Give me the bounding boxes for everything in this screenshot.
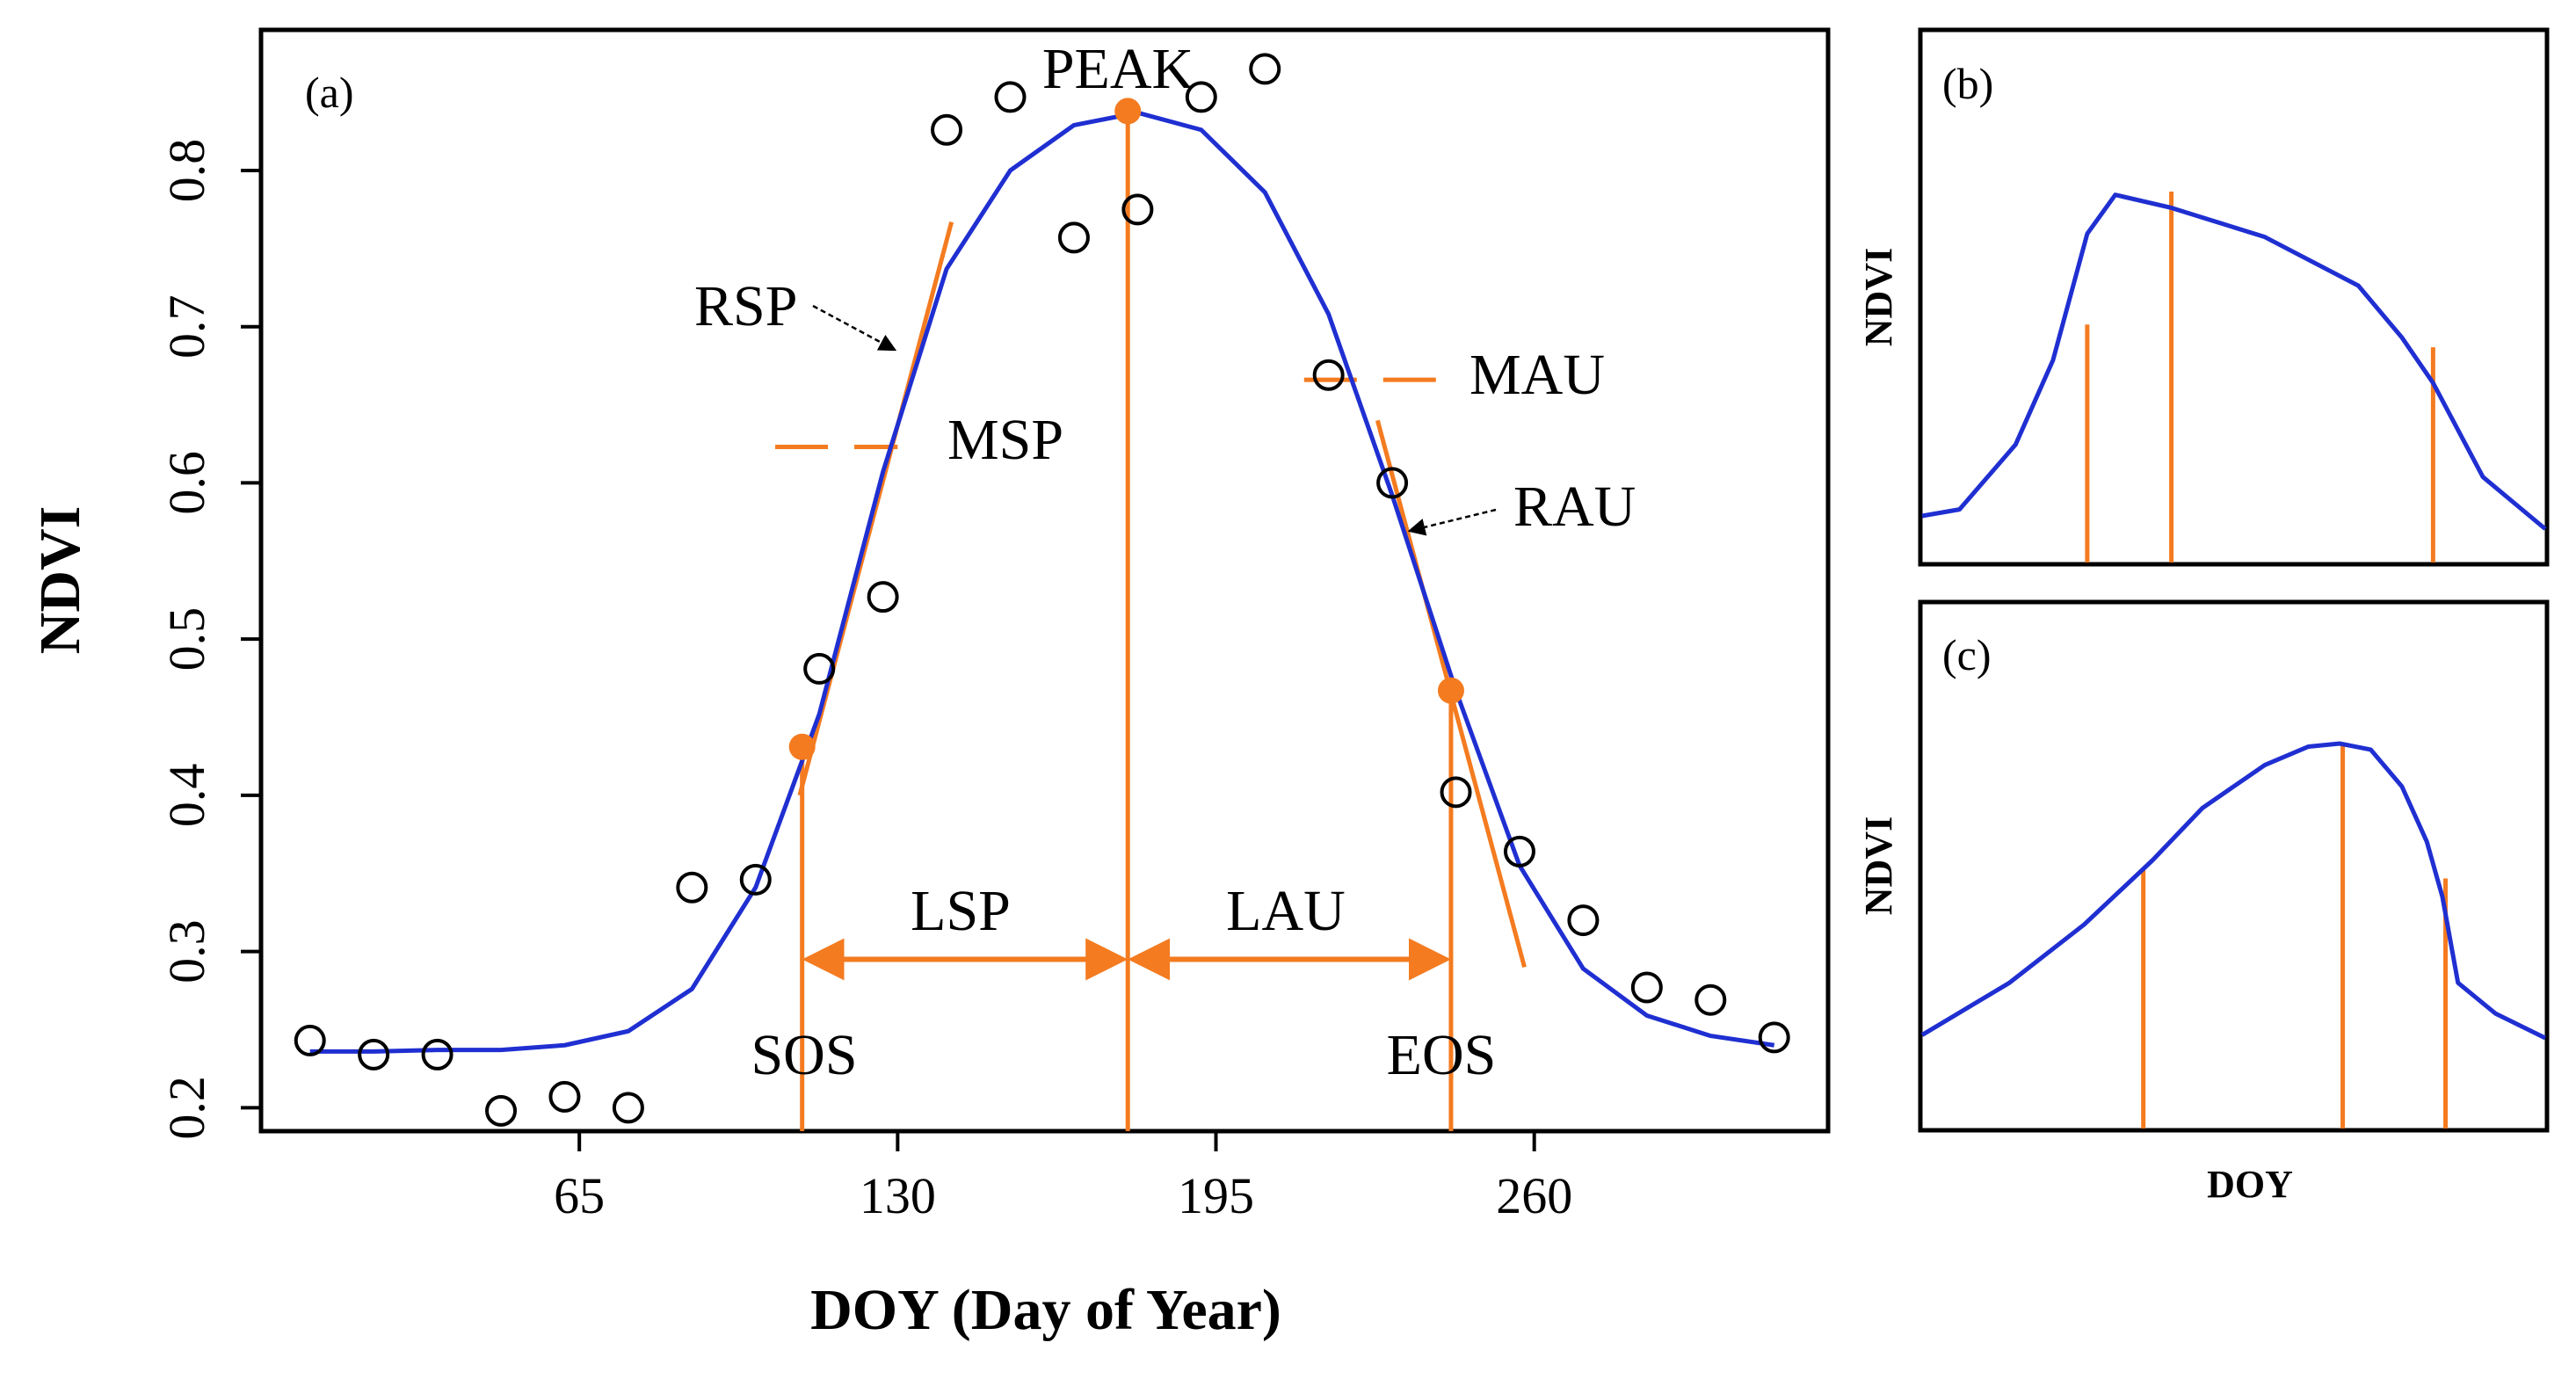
panel-c-plot <box>1920 741 2547 1129</box>
panel-c-frame <box>1918 599 2550 1133</box>
observed-point <box>358 1038 390 1071</box>
observed-point <box>1376 467 1409 499</box>
rsp-pointer-arrow <box>812 304 897 352</box>
observed-point <box>485 1094 518 1127</box>
y-tick-label: 0.7 <box>158 294 215 359</box>
rsp-label: RSP <box>694 274 797 338</box>
panel-a: 65 130 195 260 0.2 0.3 0.4 0.5 0.6 0.7 0.8 (a) PEA… <box>28 27 1831 1342</box>
observed-point <box>994 81 1027 113</box>
rau-pointer-arrow <box>1407 508 1497 536</box>
mau-label: MAU <box>1469 343 1605 407</box>
observed-point <box>548 1080 581 1113</box>
x-tick-label: 130 <box>860 1167 936 1224</box>
eos-label: EOS <box>1387 1023 1497 1087</box>
observed-point <box>294 1024 326 1056</box>
panel-a-label: (a) <box>305 68 354 117</box>
observed-point <box>1249 53 1281 85</box>
y-tick-label: 0.3 <box>158 919 215 983</box>
observed-point <box>1440 776 1472 809</box>
rau-label: RAU <box>1513 475 1636 539</box>
observed-point <box>1630 971 1663 1004</box>
y-tick-label: 0.6 <box>158 451 215 515</box>
observed-point <box>1758 1021 1790 1054</box>
observed-point <box>803 652 836 685</box>
panel-b-frame <box>1918 27 2550 567</box>
key-point-dot-eos <box>1437 677 1464 704</box>
observed-point <box>1121 193 1154 226</box>
observed-point <box>1503 835 1535 867</box>
msp-label: MSP <box>947 408 1063 472</box>
x-tick-label: 195 <box>1178 1167 1254 1224</box>
key-point-dot-peak <box>1114 98 1142 125</box>
panel-a-x-axis-title: DOY (Day of Year) <box>810 1278 1281 1342</box>
lsp-label: LSP <box>911 879 1011 943</box>
panel-b-plot <box>1921 192 2547 562</box>
ndvi-curve <box>1920 741 2547 1041</box>
fitted-ndvi-curve <box>309 110 1775 1054</box>
lau-label: LAU <box>1226 879 1346 943</box>
panel-a-plot <box>294 53 1790 1131</box>
observed-point <box>1057 221 1090 254</box>
observed-point <box>676 871 708 904</box>
observed-point <box>1694 983 1727 1016</box>
observed-point <box>612 1092 644 1124</box>
panel-c: (c) NDVI DOY <box>1857 599 2550 1206</box>
peak-label: PEAK <box>1042 37 1194 101</box>
y-tick-label: 0.4 <box>158 764 215 828</box>
x-tick-label: 260 <box>1496 1167 1572 1224</box>
observed-point <box>1567 904 1600 937</box>
panel-b: (b) NDVI <box>1857 27 2550 567</box>
observed-point <box>1185 81 1217 113</box>
panel-c-y-axis-title: NDVI <box>1857 817 1900 915</box>
y-tick-label: 0.2 <box>158 1076 215 1140</box>
y-tick-label: 0.8 <box>158 139 215 203</box>
observed-point <box>739 863 772 896</box>
panel-c-x-axis-title: DOY <box>2207 1163 2293 1206</box>
key-point-dot-sos <box>788 733 816 760</box>
observed-point <box>421 1038 454 1071</box>
panel-b-y-axis-title: NDVI <box>1857 248 1900 346</box>
panel-a-axes: 65 130 195 260 0.2 0.3 0.4 0.5 0.6 0.7 0.8 <box>158 139 1572 1224</box>
panel-a-frame <box>258 27 1831 1134</box>
sos-label: SOS <box>751 1023 857 1087</box>
y-tick-label: 0.5 <box>158 607 215 671</box>
panel-a-y-axis-title: NDVI <box>28 506 92 655</box>
observed-point <box>1312 359 1345 391</box>
x-tick-label: 65 <box>554 1167 605 1224</box>
panel-b-label: (b) <box>1942 59 1993 108</box>
observed-point <box>867 581 899 613</box>
observed-point <box>931 113 963 146</box>
ndvi-curve <box>1921 192 2547 531</box>
panel-c-label: (c) <box>1942 630 1992 679</box>
